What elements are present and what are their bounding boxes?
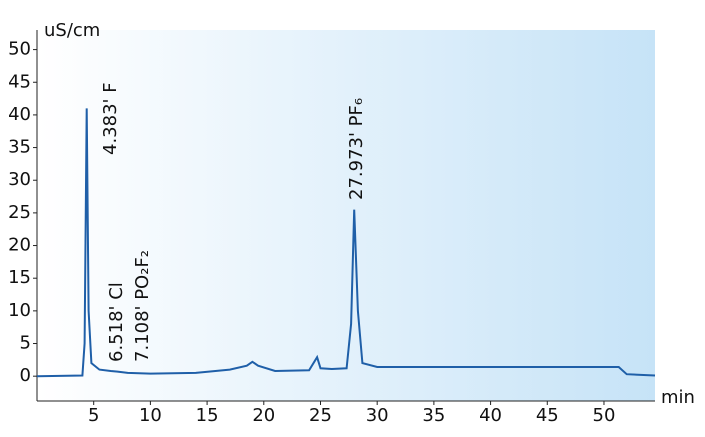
y-tick-label: 45	[8, 71, 31, 92]
x-tick-label: 35	[422, 405, 445, 426]
x-tick-label: 30	[366, 405, 389, 426]
x-axis-label: min	[661, 387, 695, 408]
y-tick-label: 50	[8, 39, 31, 60]
y-tick-label: 35	[8, 137, 31, 158]
x-tick-label: 45	[536, 405, 559, 426]
x-tick-label: 15	[196, 405, 219, 426]
x-tick-label: 25	[309, 405, 332, 426]
x-tick-label: 20	[252, 405, 275, 426]
plot-area	[37, 30, 655, 401]
y-tick-label: 20	[8, 235, 31, 256]
y-tick-label: 10	[8, 300, 31, 321]
x-tick-label: 5	[88, 405, 99, 426]
peak-label: 7.108' PO₂F₂	[132, 250, 153, 362]
peak-label: 6.518' Cl	[106, 282, 127, 362]
y-axis-label: uS/cm	[44, 20, 100, 41]
x-tick-label: 50	[593, 405, 616, 426]
peak-label: 27.973' PF₆	[346, 98, 367, 200]
y-tick-label: 40	[8, 104, 31, 125]
trace	[36, 108, 656, 378]
y-tick-label: 5	[20, 333, 31, 354]
y-tick-label: 15	[8, 267, 31, 288]
y-tick-label: 0	[20, 365, 31, 386]
x-tick-label: 40	[479, 405, 502, 426]
y-tick-label: 25	[8, 202, 31, 223]
peak-label: 4.383' F	[100, 82, 121, 155]
x-tick-label: 10	[139, 405, 162, 426]
y-tick-label: 30	[8, 169, 31, 190]
